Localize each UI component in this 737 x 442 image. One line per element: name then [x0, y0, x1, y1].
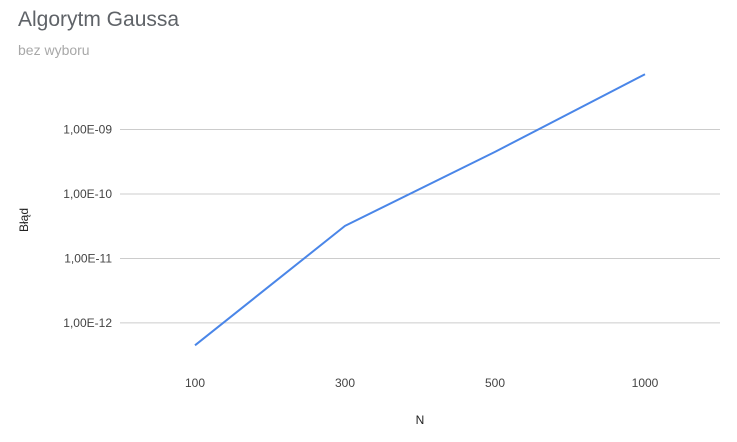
y-tick-label: 1,00E-10	[63, 187, 112, 201]
x-tick-label: 1000	[632, 376, 659, 390]
gridlines	[120, 129, 720, 324]
y-tick-label: 1,00E-11	[64, 251, 112, 265]
chart-subtitle: bez wyboru	[18, 42, 90, 58]
x-axis-title: N	[416, 413, 425, 427]
y-axis-title: Błąd	[17, 208, 31, 232]
x-tick-labels: 100 300 500 1000	[185, 376, 659, 390]
chart-title: Algorytm Gaussa	[18, 8, 180, 31]
y-tick-label: 1,00E-12	[63, 316, 112, 330]
y-tick-label: 1,00E-09	[63, 123, 112, 137]
series-line	[194, 73, 646, 347]
x-tick-label: 100	[185, 376, 205, 390]
x-tick-label: 300	[335, 376, 355, 390]
series	[194, 73, 646, 347]
x-tick-label: 500	[485, 376, 505, 390]
y-tick-labels: 1,00E-12 1,00E-11 1,00E-10 1,00E-09	[63, 123, 112, 330]
